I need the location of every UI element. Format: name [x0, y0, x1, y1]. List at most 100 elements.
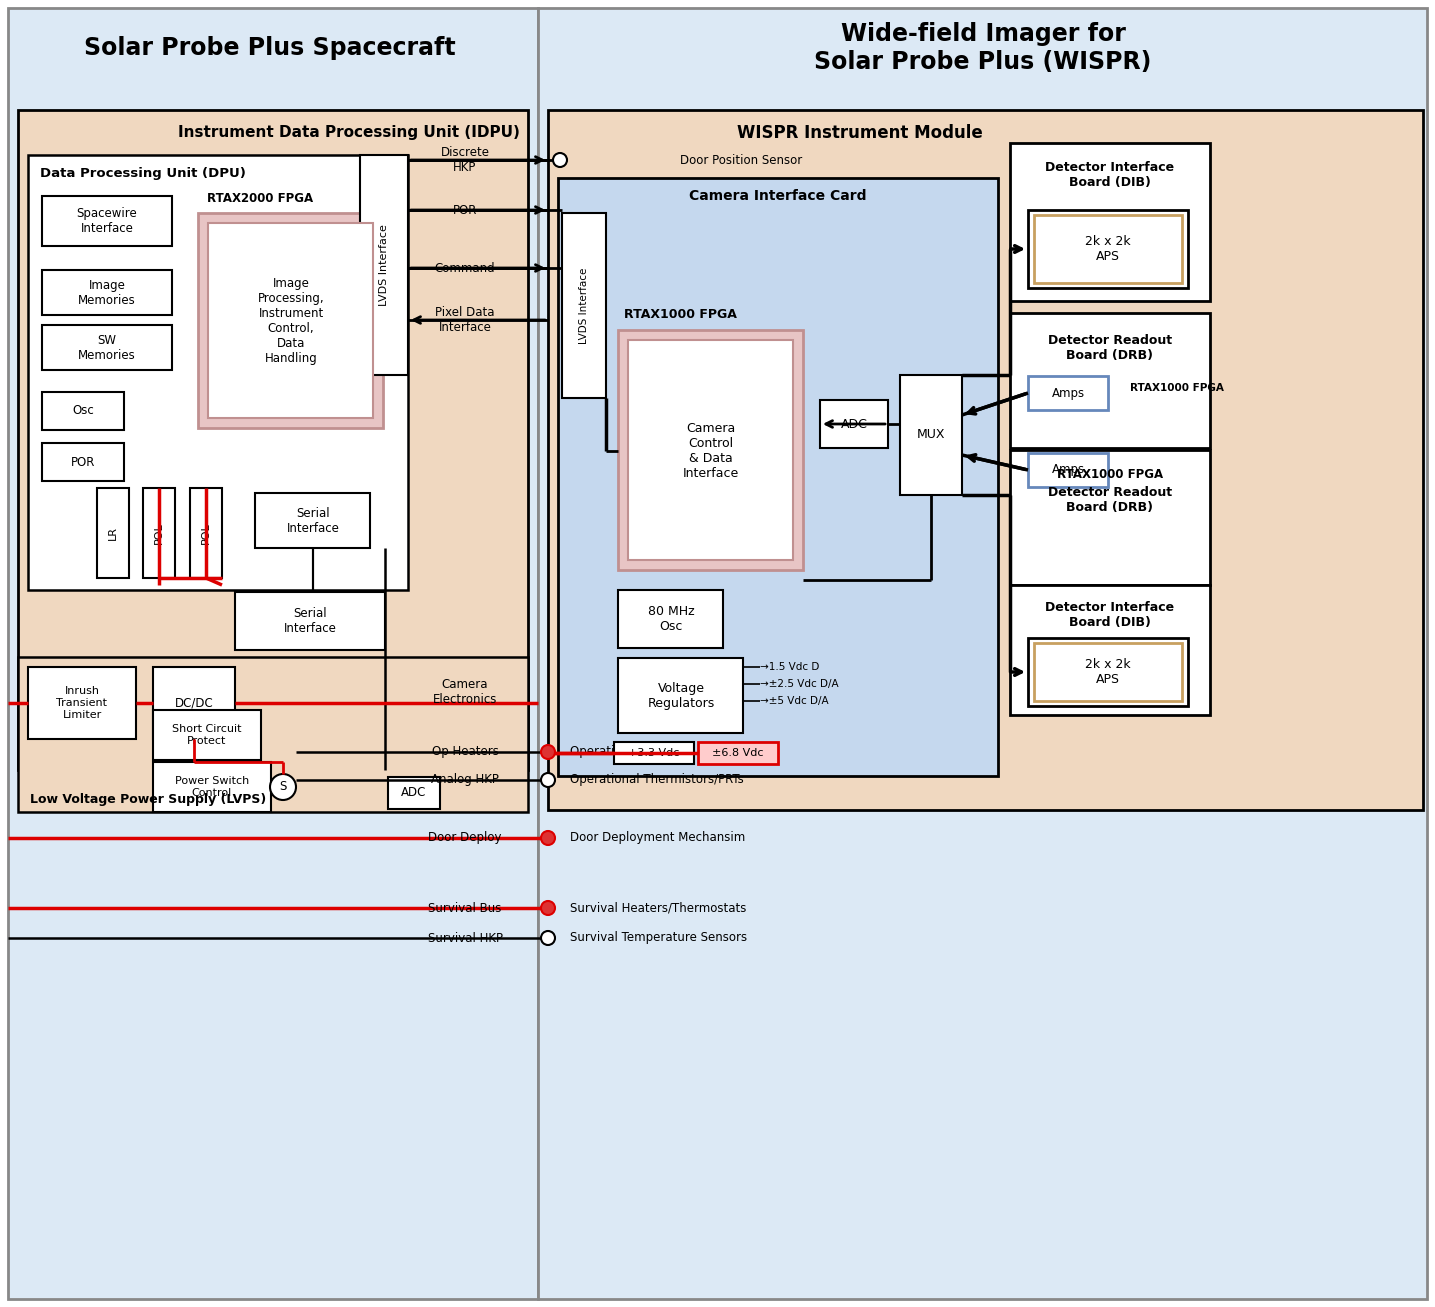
- Text: Image
Processing,
Instrument
Control,
Data
Handling: Image Processing, Instrument Control, Da…: [258, 277, 324, 365]
- Text: Voltage
Regulators: Voltage Regulators: [647, 682, 715, 710]
- Bar: [208, 223, 373, 418]
- Bar: [618, 657, 743, 733]
- Bar: [42, 271, 172, 315]
- Bar: [614, 742, 695, 765]
- Bar: [42, 443, 123, 481]
- Bar: [1027, 376, 1108, 410]
- Text: Pixel Data
Interface: Pixel Data Interface: [435, 306, 495, 335]
- Text: →1.5 Vdc D: →1.5 Vdc D: [761, 663, 819, 672]
- Text: SW
Memories: SW Memories: [77, 335, 136, 362]
- Bar: [618, 589, 723, 648]
- Bar: [198, 213, 383, 427]
- Circle shape: [270, 774, 296, 800]
- Bar: [29, 156, 408, 589]
- Bar: [387, 776, 441, 809]
- Bar: [618, 329, 804, 570]
- Bar: [629, 340, 794, 559]
- Text: +3.3 Vdc: +3.3 Vdc: [629, 748, 680, 758]
- Text: MUX: MUX: [917, 429, 946, 442]
- Text: 2k x 2k
APS: 2k x 2k APS: [1085, 235, 1131, 263]
- Text: ±6.8 Vdc: ±6.8 Vdc: [712, 748, 763, 758]
- Text: LR: LR: [108, 525, 118, 540]
- Text: Solar Probe Plus Spacecraft: Solar Probe Plus Spacecraft: [85, 37, 456, 60]
- Bar: [1035, 643, 1182, 701]
- Circle shape: [541, 931, 555, 945]
- Text: Amps: Amps: [1052, 387, 1085, 400]
- Bar: [154, 710, 261, 759]
- Circle shape: [541, 745, 555, 759]
- Text: RTAX1000 FPGA: RTAX1000 FPGA: [1058, 468, 1162, 481]
- Text: Operational Thermistors/PRTs: Operational Thermistors/PRTs: [570, 774, 743, 787]
- Text: 80 MHz
Osc: 80 MHz Osc: [647, 605, 695, 633]
- Text: Camera
Electronics: Camera Electronics: [433, 678, 497, 706]
- Bar: [98, 488, 129, 578]
- Text: LVDS Interface: LVDS Interface: [379, 223, 389, 306]
- Text: Power Switch
Control: Power Switch Control: [175, 776, 250, 797]
- Bar: [563, 213, 606, 399]
- Text: Spacewire
Interface: Spacewire Interface: [76, 207, 138, 235]
- Text: POL: POL: [201, 521, 211, 544]
- Circle shape: [541, 772, 555, 787]
- Text: Survival Bus: Survival Bus: [428, 902, 502, 915]
- Bar: [42, 196, 172, 246]
- Text: Operational Heaters: Operational Heaters: [570, 745, 690, 758]
- Bar: [548, 110, 1424, 810]
- Text: Instrument Data Processing Unit (IDPU): Instrument Data Processing Unit (IDPU): [178, 125, 519, 140]
- Bar: [42, 325, 172, 370]
- Text: POL: POL: [154, 521, 164, 544]
- Text: Survival Heaters/Thermostats: Survival Heaters/Thermostats: [570, 902, 746, 915]
- Bar: [1010, 142, 1210, 301]
- Bar: [42, 392, 123, 430]
- Text: LVDS Interface: LVDS Interface: [578, 268, 588, 344]
- Bar: [1010, 312, 1210, 448]
- Text: Detector Readout
Board (DRB): Detector Readout Board (DRB): [1048, 486, 1172, 514]
- Bar: [29, 667, 136, 738]
- Text: Analog HKP: Analog HKP: [430, 774, 499, 787]
- Bar: [697, 742, 778, 765]
- Text: Survival HKP: Survival HKP: [428, 932, 502, 945]
- Text: Detector Readout
Board (DRB): Detector Readout Board (DRB): [1048, 335, 1172, 362]
- Text: ADC: ADC: [402, 787, 426, 800]
- Text: POR: POR: [453, 204, 478, 217]
- Bar: [144, 488, 175, 578]
- Bar: [360, 156, 408, 375]
- Text: POR: POR: [70, 456, 95, 468]
- Text: →±5 Vdc D/A: →±5 Vdc D/A: [761, 697, 828, 706]
- Bar: [19, 110, 528, 770]
- Text: Inrush
Transient
Limiter: Inrush Transient Limiter: [56, 686, 108, 720]
- Bar: [558, 178, 997, 776]
- Bar: [1027, 638, 1188, 706]
- Text: WISPR Instrument Module: WISPR Instrument Module: [738, 124, 983, 142]
- Text: Image
Memories: Image Memories: [77, 278, 136, 307]
- Bar: [189, 488, 222, 578]
- Bar: [538, 8, 1426, 1299]
- Circle shape: [541, 831, 555, 846]
- Text: →±2.5 Vdc D/A: →±2.5 Vdc D/A: [761, 680, 838, 689]
- Text: ADC: ADC: [841, 417, 867, 430]
- Text: Amps: Amps: [1052, 464, 1085, 477]
- Text: Low Voltage Power Supply (LVPS): Low Voltage Power Supply (LVPS): [30, 793, 267, 806]
- Text: Wide-field Imager for
Solar Probe Plus (WISPR): Wide-field Imager for Solar Probe Plus (…: [814, 22, 1152, 74]
- Text: Osc: Osc: [72, 404, 93, 417]
- Text: RTAX1000 FPGA: RTAX1000 FPGA: [624, 308, 738, 322]
- Text: Survival Temperature Sensors: Survival Temperature Sensors: [570, 932, 748, 945]
- Text: Command: Command: [435, 261, 495, 274]
- Bar: [154, 667, 235, 738]
- Text: RTAX2000 FPGA: RTAX2000 FPGA: [207, 192, 313, 204]
- Bar: [819, 400, 888, 448]
- Text: Serial
Interface: Serial Interface: [284, 606, 336, 635]
- Bar: [1027, 454, 1108, 488]
- Bar: [154, 762, 271, 812]
- Text: DC/DC: DC/DC: [175, 697, 214, 710]
- Text: Detector Interface
Board (DIB): Detector Interface Board (DIB): [1046, 601, 1175, 629]
- Text: Door Deployment Mechansim: Door Deployment Mechansim: [570, 831, 745, 844]
- Text: Discrete
HKP: Discrete HKP: [441, 146, 489, 174]
- Bar: [1035, 214, 1182, 284]
- Text: Op Heaters: Op Heaters: [432, 745, 498, 758]
- Text: Camera Interface Card: Camera Interface Card: [689, 190, 867, 203]
- Bar: [235, 592, 385, 650]
- Text: Camera
Control
& Data
Interface: Camera Control & Data Interface: [683, 422, 739, 480]
- Text: 2k x 2k
APS: 2k x 2k APS: [1085, 657, 1131, 686]
- Text: Short Circuit
Protect: Short Circuit Protect: [172, 724, 241, 746]
- Text: RTAX1000 FPGA: RTAX1000 FPGA: [1129, 383, 1224, 393]
